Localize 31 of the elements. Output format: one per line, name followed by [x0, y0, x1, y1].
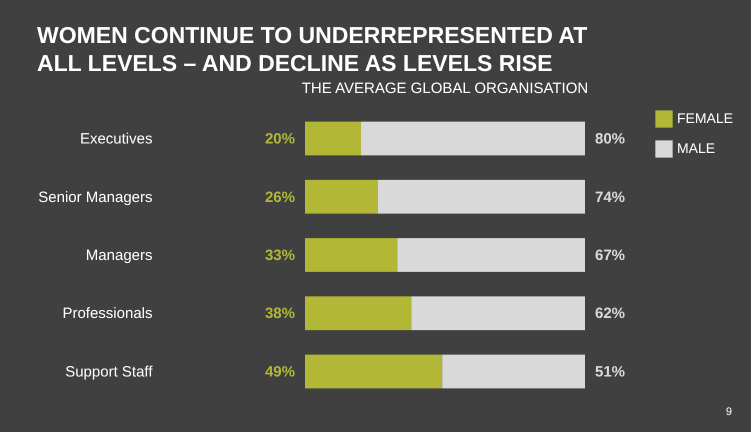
y-tick-label: Support Staff: [65, 363, 154, 380]
data-label: 49%: [264, 363, 295, 380]
data-label: 62%: [595, 305, 626, 322]
legend-label: FEMALE: [677, 110, 734, 126]
data-label: 33%: [264, 247, 295, 264]
data-label: 80%: [595, 130, 626, 148]
text: ALL LEVELS – AND DECLINE AS LEVELS RISE: [37, 50, 552, 76]
bar: [305, 296, 412, 330]
data-label: 51%: [595, 363, 626, 380]
bar: [397, 238, 585, 272]
text: 9: [726, 406, 732, 418]
data-label: 26%: [264, 188, 295, 206]
bar: [411, 296, 585, 330]
y-tick-label: Professionals: [62, 305, 152, 322]
text: WOMEN CONTINUE TO UNDERREPRESENTED AT: [37, 22, 588, 48]
chart-subtitle: THE AVERAGE GLOBAL ORGANISATION: [302, 80, 588, 97]
bar: [361, 122, 585, 156]
bar: [442, 354, 585, 388]
data-label: 38%: [264, 305, 295, 322]
data-label: 20%: [264, 130, 295, 148]
bar: [305, 238, 398, 272]
data-label: 74%: [595, 188, 626, 206]
bar: [305, 122, 361, 156]
y-tick-label: Executives: [80, 130, 152, 148]
bar: [305, 354, 442, 388]
bar: [305, 180, 378, 214]
y-tick-label: Managers: [86, 247, 152, 264]
data-label: 67%: [595, 247, 626, 264]
y-tick-label: Senior Managers: [38, 188, 152, 206]
legend-label: MALE: [677, 140, 716, 156]
bar: [378, 180, 585, 214]
